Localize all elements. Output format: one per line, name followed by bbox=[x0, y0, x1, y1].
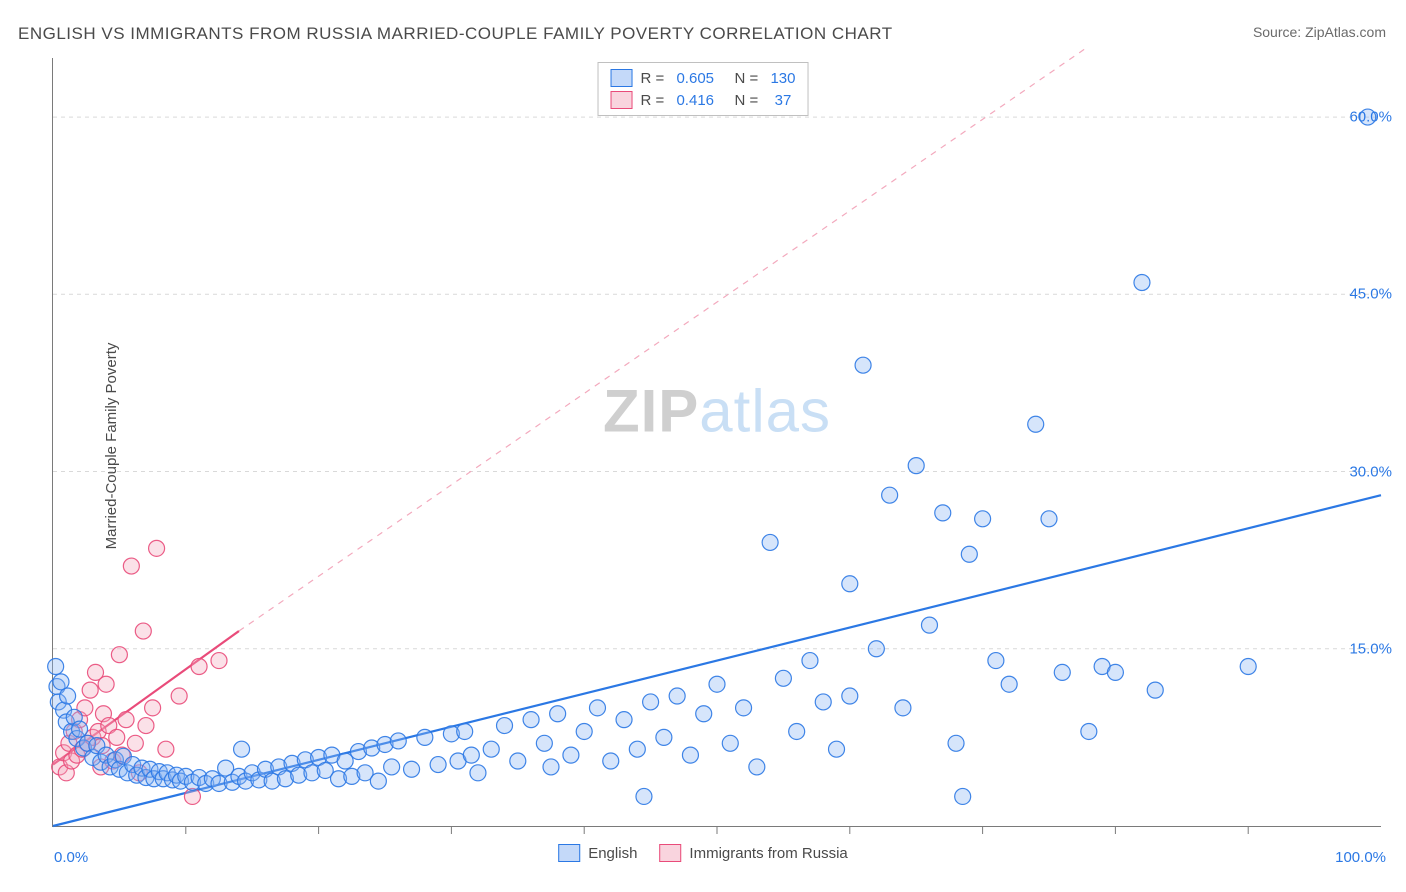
plot-area: ZIPatlas bbox=[52, 58, 1381, 827]
swatch-russia-bottom bbox=[659, 844, 681, 862]
swatch-english bbox=[611, 69, 633, 87]
legend-n-label: N = bbox=[722, 70, 762, 87]
series-legend: English Immigrants from Russia bbox=[558, 844, 848, 862]
legend-r-value-english: 0.605 bbox=[676, 70, 714, 87]
y-tick-label: 60.0% bbox=[1349, 109, 1392, 126]
swatch-russia bbox=[611, 91, 633, 109]
correlation-legend: R = 0.605 N = 130 R = 0.416 N = 37 bbox=[598, 62, 809, 116]
legend-label-english: English bbox=[588, 845, 637, 862]
legend-label-russia: Immigrants from Russia bbox=[689, 845, 847, 862]
source-attribution: Source: ZipAtlas.com bbox=[1253, 24, 1386, 40]
legend-n-value-english: 130 bbox=[770, 70, 795, 87]
legend-n-value-russia: 37 bbox=[775, 92, 792, 109]
legend-r-label-2: R = bbox=[641, 92, 669, 109]
x-axis-max-label: 100.0% bbox=[1335, 849, 1386, 866]
legend-row-russia: R = 0.416 N = 37 bbox=[607, 89, 800, 111]
legend-r-value-russia: 0.416 bbox=[676, 92, 714, 109]
chart-title: ENGLISH VS IMMIGRANTS FROM RUSSIA MARRIE… bbox=[18, 24, 893, 44]
plot-svg bbox=[53, 58, 1381, 826]
x-axis-min-label: 0.0% bbox=[54, 849, 88, 866]
y-tick-label: 45.0% bbox=[1349, 286, 1392, 303]
source-name: ZipAtlas.com bbox=[1305, 24, 1386, 40]
legend-item-english: English bbox=[558, 844, 637, 862]
legend-row-english: R = 0.605 N = 130 bbox=[607, 67, 800, 89]
swatch-english-bottom bbox=[558, 844, 580, 862]
chart-container: ENGLISH VS IMMIGRANTS FROM RUSSIA MARRIE… bbox=[0, 0, 1406, 892]
legend-r-label: R = bbox=[641, 70, 669, 87]
y-tick-label: 15.0% bbox=[1349, 640, 1392, 657]
source-prefix: Source: bbox=[1253, 24, 1305, 40]
y-tick-label: 30.0% bbox=[1349, 463, 1392, 480]
legend-n-label-2: N = bbox=[722, 92, 767, 109]
legend-item-russia: Immigrants from Russia bbox=[659, 844, 847, 862]
